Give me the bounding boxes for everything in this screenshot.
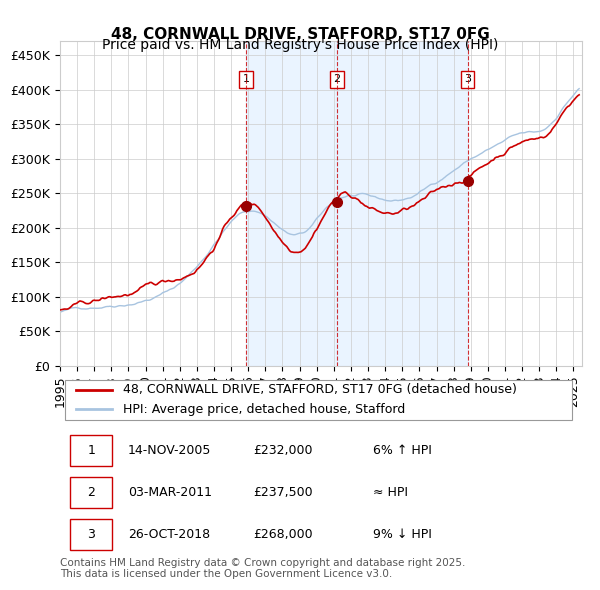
- Text: 1: 1: [242, 74, 250, 84]
- FancyBboxPatch shape: [70, 477, 112, 507]
- Text: ≈ HPI: ≈ HPI: [373, 486, 408, 499]
- Text: 3: 3: [88, 528, 95, 541]
- Text: 48, CORNWALL DRIVE, STAFFORD, ST17 0FG (detached house): 48, CORNWALL DRIVE, STAFFORD, ST17 0FG (…: [122, 384, 517, 396]
- Text: £237,500: £237,500: [253, 486, 313, 499]
- FancyBboxPatch shape: [70, 435, 112, 466]
- Text: 26-OCT-2018: 26-OCT-2018: [128, 528, 210, 541]
- Text: 03-MAR-2011: 03-MAR-2011: [128, 486, 212, 499]
- Text: £268,000: £268,000: [253, 528, 313, 541]
- Text: 3: 3: [464, 74, 471, 84]
- Text: Price paid vs. HM Land Registry's House Price Index (HPI): Price paid vs. HM Land Registry's House …: [102, 38, 498, 53]
- FancyBboxPatch shape: [70, 519, 112, 549]
- Bar: [246, 41, 337, 366]
- FancyBboxPatch shape: [65, 380, 572, 419]
- Text: 6% ↑ HPI: 6% ↑ HPI: [373, 444, 432, 457]
- Text: 2: 2: [88, 486, 95, 499]
- Text: HPI: Average price, detached house, Stafford: HPI: Average price, detached house, Staf…: [122, 403, 405, 416]
- Text: 14-NOV-2005: 14-NOV-2005: [128, 444, 211, 457]
- Bar: [337, 41, 467, 366]
- Text: 1: 1: [88, 444, 95, 457]
- Text: Contains HM Land Registry data © Crown copyright and database right 2025.
This d: Contains HM Land Registry data © Crown c…: [60, 558, 466, 579]
- Text: 48, CORNWALL DRIVE, STAFFORD, ST17 0FG: 48, CORNWALL DRIVE, STAFFORD, ST17 0FG: [110, 27, 490, 41]
- Text: 9% ↓ HPI: 9% ↓ HPI: [373, 528, 432, 541]
- Text: 2: 2: [333, 74, 340, 84]
- Text: £232,000: £232,000: [253, 444, 313, 457]
